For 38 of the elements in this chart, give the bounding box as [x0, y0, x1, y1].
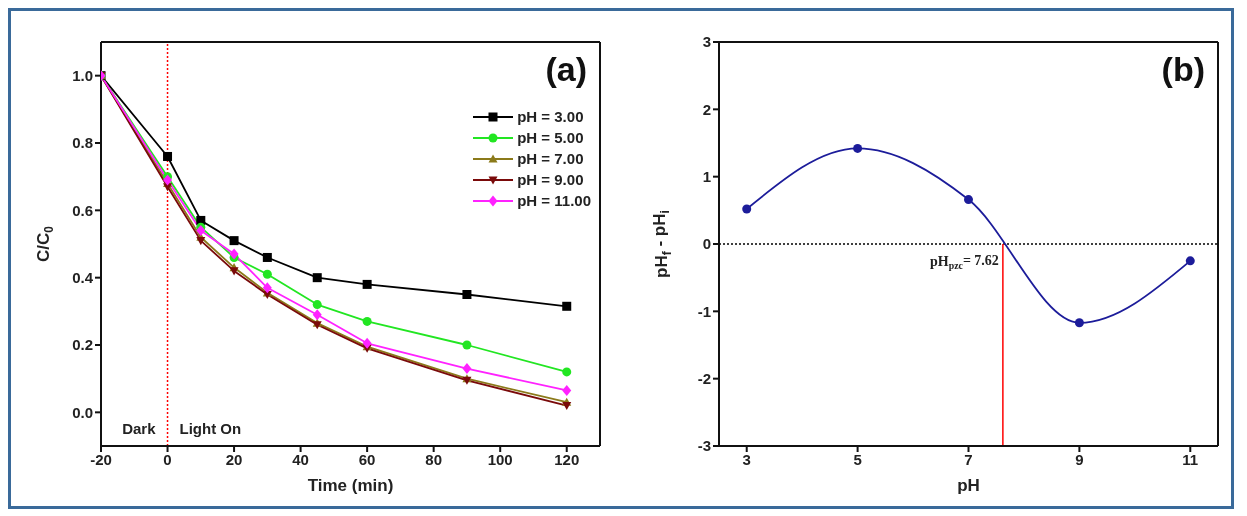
- annotation: Light On: [179, 420, 242, 437]
- x-tick-label: 3: [742, 450, 751, 468]
- y-tick-label: 1: [702, 167, 711, 185]
- annotation: (b): [1161, 50, 1205, 88]
- y-tick-label: 0.6: [72, 201, 93, 219]
- x-axis-title: Time (min): [307, 476, 394, 495]
- y-tick-label: 3: [702, 33, 711, 51]
- x-tick-label: 20: [225, 450, 243, 468]
- y-tick-label: -2: [697, 369, 711, 387]
- legend-label: pH = 9.00: [517, 171, 584, 188]
- y-tick-label: 1.0: [72, 66, 93, 84]
- x-tick-label: 40: [292, 450, 309, 468]
- x-tick-label: 11: [1182, 450, 1199, 468]
- ref-line-label: pH$_{pzc}$= 7.62: [930, 252, 999, 271]
- y-tick-label: 0.2: [72, 336, 93, 354]
- y-tick-label: 0: [702, 235, 711, 253]
- x-tick-label: 7: [964, 450, 973, 468]
- y-tick-label: -1: [697, 302, 711, 320]
- annotation: Dark: [122, 420, 157, 437]
- x-axis-title: pH: [957, 476, 980, 495]
- legend-label: pH = 5.00: [517, 129, 584, 146]
- legend-label: pH = 3.00: [517, 108, 584, 125]
- y-tick-label: -3: [697, 437, 711, 455]
- y-tick-label: 0.8: [72, 134, 93, 152]
- y-tick-label: 0.0: [72, 403, 93, 421]
- annotation: (a): [545, 50, 587, 88]
- y-tick-label: 0.4: [72, 268, 94, 286]
- y-tick-label: 2: [702, 100, 711, 118]
- x-tick-label: 120: [554, 450, 580, 468]
- x-tick-label: 5: [853, 450, 862, 468]
- x-tick-label: 100: [487, 450, 513, 468]
- x-tick-label: 60: [358, 450, 376, 468]
- x-tick-label: -20: [90, 450, 112, 468]
- x-tick-label: 0: [163, 450, 172, 468]
- legend-label: pH = 11.00: [517, 192, 591, 209]
- legend-label: pH = 7.00: [517, 150, 584, 167]
- x-tick-label: 80: [425, 450, 443, 468]
- x-tick-label: 9: [1075, 450, 1084, 468]
